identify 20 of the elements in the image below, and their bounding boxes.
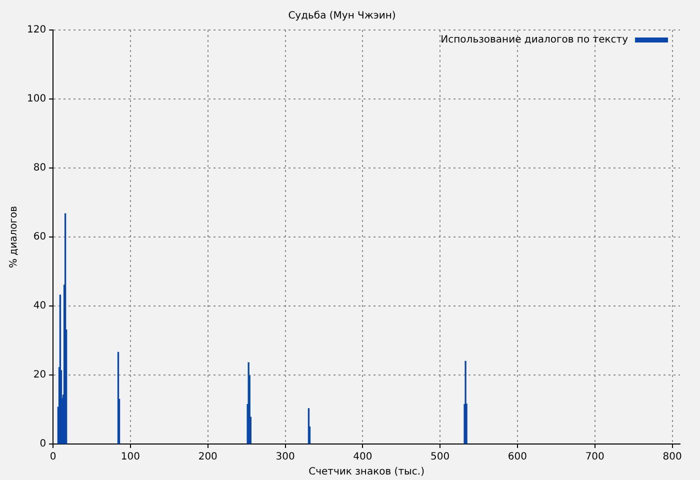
y-axis-title: % диалогов <box>8 206 20 268</box>
x-tick-label: 100 <box>120 452 140 463</box>
legend-label: Использование диалогов по тексту <box>440 34 628 46</box>
y-tick-label: 80 <box>33 162 46 174</box>
y-tick-label: 100 <box>26 94 46 105</box>
y-tick-label: 20 <box>33 370 46 381</box>
x-tick-label: 500 <box>430 452 450 463</box>
chart-title: Судьба (Мун Чжэин) <box>288 10 396 22</box>
y-tick-label: 60 <box>33 232 46 243</box>
x-tick-label: 700 <box>585 452 604 463</box>
x-tick-label: 300 <box>276 452 295 463</box>
x-tick-label: 200 <box>198 452 218 463</box>
x-tick-label: 0 <box>50 452 56 463</box>
y-tick-label: 120 <box>26 24 46 36</box>
x-tick-label: 600 <box>508 452 528 463</box>
y-tick-label: 0 <box>40 438 46 450</box>
y-tick-label: 40 <box>33 300 46 312</box>
x-tick-label: 800 <box>662 452 682 463</box>
x-axis-title: Счетчик знаков (тыс.) <box>308 466 425 478</box>
x-tick-label: 400 <box>353 452 372 463</box>
